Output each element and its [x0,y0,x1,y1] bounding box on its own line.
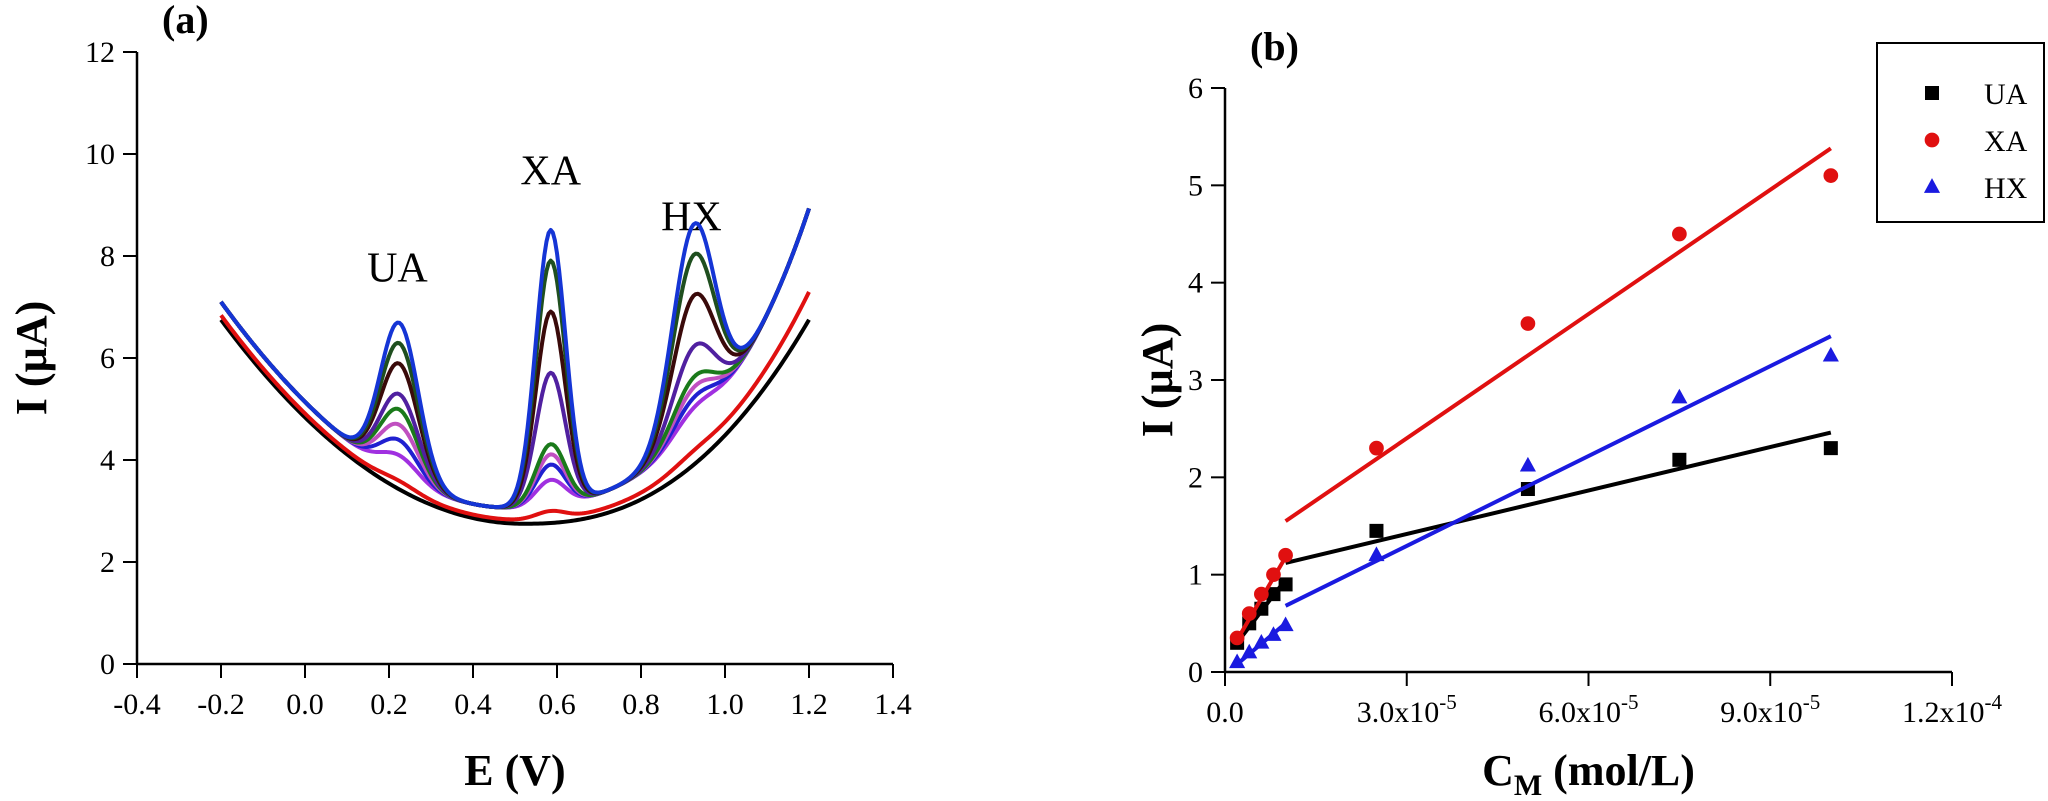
fit-line-hx [1284,334,1832,608]
point-hx [1241,643,1258,659]
fit-line-ua [1285,430,1832,565]
y-axis-title: I (µA) [1133,323,1182,438]
point-xa [1229,630,1245,646]
x-tick-label: 3.0x10-5 [1357,690,1457,729]
point-ua [1369,523,1384,538]
point-hx [1229,653,1246,669]
panel-label-b: (b) [1250,24,1299,69]
y-tick-label: 0 [1188,656,1203,689]
legend-label-hx: HX [1984,172,2028,205]
point-hx [1253,633,1270,649]
legend-label-xa: XA [1984,125,2028,158]
panel-b: 0.0 3.0x10-5 6.0x10-5 9.0x10-5 1.2x10-4 0 1 2 3 4… [1133,24,2045,801]
point-hx [1265,626,1282,641]
legend-label-ua: UA [1984,78,2028,111]
x-tick-label: 1.2 [790,688,828,721]
x-tick-label: 1.2x10-4 [1902,690,2002,729]
point-hx [1822,346,1839,362]
point-ua [1266,587,1281,602]
point-ua [1672,452,1687,467]
x-tick-label: 1.4 [874,688,912,721]
x-tick-label: 0.8 [622,688,660,721]
point-ua [1823,441,1838,456]
point-xa [1369,440,1384,456]
y-tick-label: 2 [1188,461,1203,494]
x-axis-title: E (V) [464,746,565,795]
point-hx [1277,616,1294,632]
x-tick-label: 9.0x10-5 [1720,690,1820,729]
point-xa [1266,567,1281,583]
voltammogram-curve-7 [219,207,811,510]
point-hx [1368,546,1385,562]
y-tick-label: 4 [1188,267,1203,300]
x-tick-label: -0.2 [197,688,245,721]
x-tick-label: 0.0 [286,688,324,721]
y-tick-label: 1 [1188,559,1203,592]
legend-box [1876,42,2045,223]
voltammogram-curve-10 [219,207,811,509]
y-tick-label: 5 [1188,169,1203,202]
panel-label-a: (a) [162,0,209,42]
y-tick-label: 6 [100,342,115,375]
point-ua [1278,577,1293,592]
y-axis-title: I (µA) [7,301,56,416]
legend-marker-xa [1924,132,1940,148]
point-xa [1672,226,1687,242]
point-hx [1671,388,1688,404]
point-xa [1241,606,1257,621]
peak-label-hx: HX [661,195,722,241]
y-tick-label: 12 [85,36,115,69]
x-tick-label: 1.0 [706,688,744,721]
x-tick-label: 0.0 [1206,696,1244,729]
x-axis-title: CM (mol/L) [1482,746,1695,801]
legend-marker-ua [1925,86,1939,100]
legend: UA XA HX [1876,42,2045,223]
y-tick-label: 10 [85,138,115,171]
y-tick-label: 0 [100,648,115,681]
y-tick-label: 8 [100,240,115,273]
y-tick-label: 4 [100,444,115,477]
point-xa [1254,586,1269,602]
x-tick-label: 0.2 [370,688,408,721]
point-xa [1520,316,1536,331]
x-tick-label: 0.4 [454,688,492,721]
x-tick-label: -0.4 [113,688,161,721]
point-xa [1823,168,1839,183]
y-tick-label: 6 [1188,72,1203,105]
x-tick-label: 0.6 [538,688,576,721]
peak-label-ua: UA [367,246,428,292]
x-tick-label: 6.0x10-5 [1539,690,1639,729]
y-tick-label: 2 [100,546,115,579]
legend-marker-hx [1923,178,1941,193]
point-hx [1519,456,1536,472]
voltammogram-curve-1 [219,318,811,526]
fit-line-xa [1284,146,1832,523]
panel-a: -0.4 -0.2 0.0 0.2 0.4 0.6 0.8 1.0 1.2 1.4 0 2 4 6 8 10 1… [7,0,912,795]
peak-label-xa: XA [520,149,581,195]
y-tick-label: 3 [1188,364,1203,397]
voltammogram-curve-2 [219,291,811,522]
point-xa [1278,547,1293,563]
